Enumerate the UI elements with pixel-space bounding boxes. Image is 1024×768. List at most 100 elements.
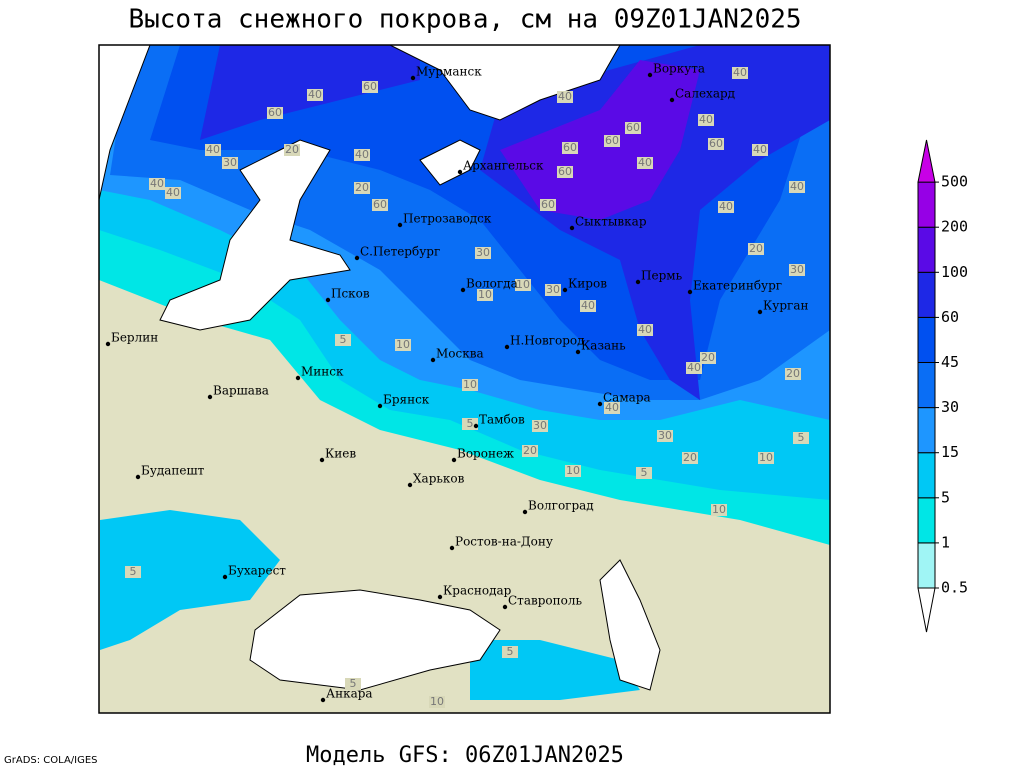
city-dot bbox=[325, 297, 331, 303]
contour-label-bg bbox=[604, 402, 620, 414]
city-dot bbox=[135, 474, 141, 480]
colorbar-label: 60 bbox=[941, 308, 959, 326]
contour-label: 10 bbox=[712, 503, 726, 516]
city-label: Ставрополь bbox=[508, 594, 582, 608]
contour-label: 30 bbox=[658, 429, 672, 442]
city-label: Н.Новгород bbox=[510, 334, 585, 348]
contour-label: 40 bbox=[166, 186, 180, 199]
contour-label: 20 bbox=[355, 181, 369, 194]
contour-label-bg bbox=[604, 135, 620, 147]
contour-label-bg bbox=[354, 182, 370, 194]
city-dot bbox=[319, 457, 325, 463]
contour-label: 40 bbox=[638, 323, 652, 336]
contour-label: 10 bbox=[396, 338, 410, 351]
city-label: Пермь bbox=[641, 269, 683, 283]
contour-label-bg bbox=[462, 379, 478, 391]
city-dot bbox=[562, 287, 568, 293]
city-label: Тамбов bbox=[479, 413, 525, 427]
city-dot bbox=[473, 423, 479, 429]
contour-label-bg bbox=[345, 678, 361, 690]
colorbar-label: 1 bbox=[941, 533, 950, 551]
city-dot bbox=[320, 697, 326, 703]
city-label: Киров bbox=[568, 277, 607, 291]
city-dot bbox=[207, 394, 213, 400]
contour-label: 40 bbox=[308, 88, 322, 101]
contour-label-bg bbox=[222, 157, 238, 169]
city-dot bbox=[460, 287, 466, 293]
city-dot bbox=[687, 289, 693, 295]
contour-label: 10 bbox=[463, 378, 477, 391]
city-dot bbox=[597, 401, 603, 407]
contour-label: 5 bbox=[340, 333, 347, 346]
city-label: Екатеринбург bbox=[693, 279, 782, 293]
contour-label: 5 bbox=[130, 565, 137, 578]
contour-label-bg bbox=[636, 467, 652, 479]
contour-label: 40 bbox=[733, 66, 747, 79]
city-dot bbox=[504, 344, 510, 350]
city-dot bbox=[451, 457, 457, 463]
contour-label: 10 bbox=[516, 278, 530, 291]
colorbar-label: 500 bbox=[941, 173, 968, 191]
credit: GrADS: COLA/IGES bbox=[4, 755, 98, 766]
city-dot bbox=[105, 341, 111, 347]
city-dot bbox=[635, 279, 641, 285]
city-label: Воркута bbox=[653, 62, 705, 76]
snow-area bbox=[100, 510, 280, 650]
contour-label-bg bbox=[637, 324, 653, 336]
city-label: Мурманск bbox=[416, 65, 482, 79]
contour-label-bg bbox=[545, 284, 561, 296]
city-dot bbox=[354, 255, 360, 261]
contour-label-bg bbox=[565, 465, 581, 477]
contour-label: 5 bbox=[467, 417, 474, 430]
contour-label-bg bbox=[700, 352, 716, 364]
sea bbox=[419, 139, 481, 186]
colorbar-bin bbox=[917, 542, 936, 589]
contour-label: 40 bbox=[581, 299, 595, 312]
contour-label: 60 bbox=[626, 121, 640, 134]
city-label: Сыктывкар bbox=[575, 215, 647, 229]
colorbar-bin bbox=[917, 452, 936, 499]
colorbar-label: 100 bbox=[941, 263, 968, 281]
colorbar-bin bbox=[917, 181, 936, 228]
city-label: Салехард bbox=[675, 87, 735, 101]
contour-label-bg bbox=[637, 157, 653, 169]
contour-label-bg bbox=[267, 107, 283, 119]
contour-label: 20 bbox=[701, 351, 715, 364]
contour-label: 30 bbox=[546, 283, 560, 296]
contour-label: 40 bbox=[790, 180, 804, 193]
colorbar-bin bbox=[917, 587, 936, 633]
contour-label: 60 bbox=[541, 198, 555, 211]
colorbar-bin bbox=[917, 226, 936, 273]
contour-label: 60 bbox=[563, 141, 577, 154]
city-label: Киев bbox=[325, 447, 356, 461]
contour-label: 30 bbox=[533, 419, 547, 432]
city-dot bbox=[757, 309, 763, 315]
map-frame bbox=[98, 44, 831, 714]
contour-label: 60 bbox=[373, 198, 387, 211]
colorbar-label: 200 bbox=[941, 218, 968, 236]
contour-label-bg bbox=[789, 264, 805, 276]
city-dot bbox=[569, 225, 575, 231]
contour-label: 30 bbox=[223, 156, 237, 169]
contour-label-bg bbox=[557, 91, 573, 103]
contour-label: 40 bbox=[355, 148, 369, 161]
contour-label-bg bbox=[395, 339, 411, 351]
city-label: Архангельск bbox=[463, 159, 544, 173]
city-label: Варшава bbox=[213, 384, 269, 398]
contour-label: 40 bbox=[699, 113, 713, 126]
contour-label: 5 bbox=[798, 431, 805, 444]
colorbar-label: 45 bbox=[941, 353, 959, 371]
contour-label: 40 bbox=[687, 361, 701, 374]
contour-label: 40 bbox=[150, 177, 164, 190]
contour-label: 40 bbox=[558, 90, 572, 103]
colorbar-label: 0.5 bbox=[941, 579, 968, 597]
contour-label-bg bbox=[793, 432, 809, 444]
city-label: Харьков bbox=[413, 472, 465, 486]
contour-label-bg bbox=[732, 67, 748, 79]
city-label: Ростов-на-Дону bbox=[455, 535, 553, 549]
contour-label: 60 bbox=[558, 165, 572, 178]
contour-label-bg bbox=[785, 368, 801, 380]
